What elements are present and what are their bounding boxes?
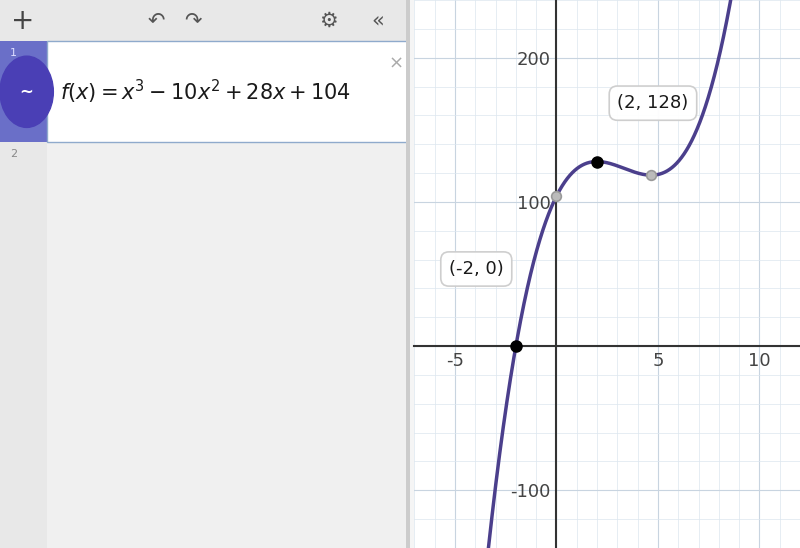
- Text: ↶: ↶: [147, 10, 165, 31]
- Text: (2, 128): (2, 128): [618, 94, 689, 112]
- Bar: [47, 41, 410, 142]
- Text: 1: 1: [10, 48, 18, 58]
- Bar: [47, 142, 410, 548]
- Text: $f(x) = x^3 - 10x^2 + 28x + 104$: $f(x) = x^3 - 10x^2 + 28x + 104$: [60, 78, 350, 106]
- Text: +: +: [11, 7, 34, 35]
- Text: (-2, 0): (-2, 0): [449, 260, 504, 278]
- Text: «: «: [371, 10, 384, 31]
- Text: ×: ×: [389, 55, 403, 73]
- Text: ∼: ∼: [20, 83, 34, 101]
- Bar: [406, 0, 410, 548]
- Bar: [0, 142, 47, 548]
- Bar: [0, 41, 47, 142]
- Text: ↷: ↷: [184, 10, 202, 31]
- Text: 2: 2: [10, 149, 18, 159]
- Text: ⚙: ⚙: [319, 10, 338, 31]
- Circle shape: [0, 56, 54, 127]
- Bar: [0, 0, 410, 41]
